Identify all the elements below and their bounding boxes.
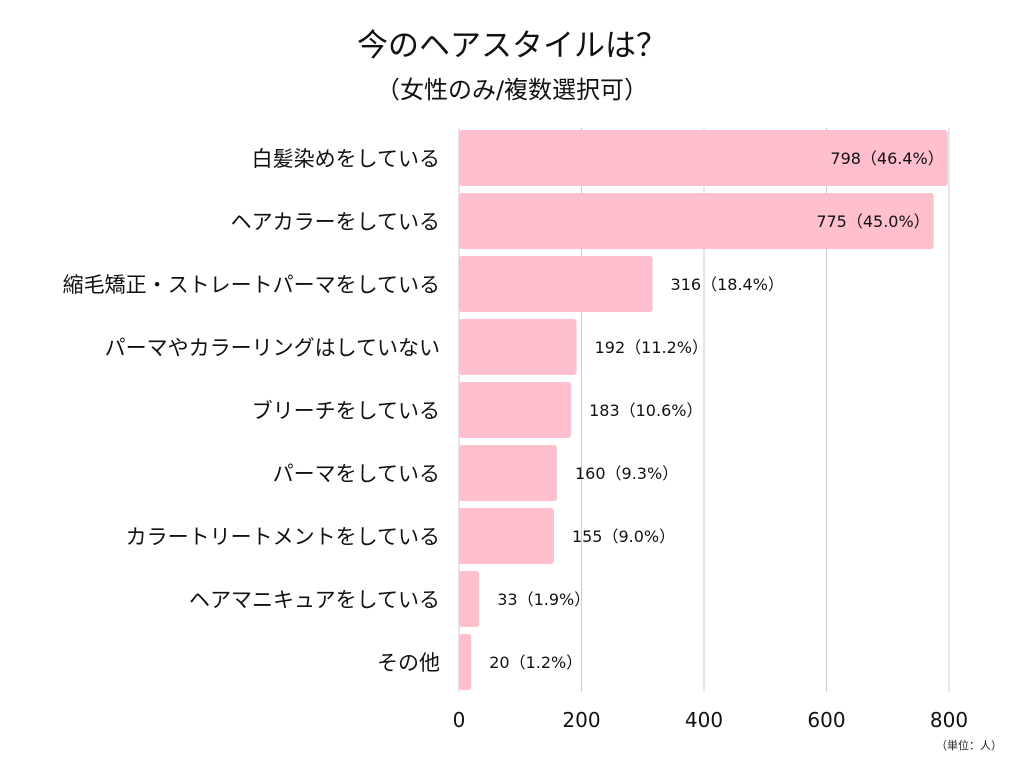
data-label: 160（9.3%） — [575, 464, 678, 483]
category-label: ブリーチをしている — [252, 399, 440, 423]
bar — [459, 193, 934, 249]
category-label: その他 — [377, 651, 440, 675]
x-tick-label: 0 — [453, 708, 466, 732]
x-tick-label: 800 — [930, 708, 968, 732]
bar — [459, 256, 653, 312]
bars — [459, 130, 948, 690]
data-label: 798（46.4%） — [830, 149, 943, 168]
data-label: 33（1.9%） — [497, 590, 590, 609]
unit-note: （単位：人） — [936, 739, 1002, 752]
category-label: ヘアカラーをしている — [231, 210, 440, 234]
data-label: 155（9.0%） — [572, 527, 675, 546]
bar — [459, 508, 554, 564]
chart-subtitle: （女性のみ/複数選択可） — [375, 76, 649, 104]
x-tick-label: 200 — [562, 708, 600, 732]
category-label: ヘアマニキュアをしている — [189, 588, 440, 612]
category-label: パーマをしている — [273, 462, 440, 486]
x-tick-label: 400 — [685, 708, 723, 732]
x-tick-label: 600 — [807, 708, 845, 732]
data-label: 192（11.2%） — [595, 338, 708, 357]
data-label: 20（1.2%） — [489, 653, 582, 672]
bar — [459, 130, 948, 186]
bar — [459, 634, 472, 690]
data-label: 316（18.4%） — [671, 275, 784, 294]
category-label: 白髪染めをしている — [252, 147, 440, 171]
data-label: 775（45.0%） — [816, 212, 929, 231]
category-label: 縮毛矯正・ストレートパーマをしている — [63, 273, 440, 297]
category-labels: 白髪染めをしているヘアカラーをしている縮毛矯正・ストレートパーマをしているパーマ… — [63, 147, 440, 675]
data-label: 183（10.6%） — [589, 401, 702, 420]
bar — [459, 382, 572, 438]
category-label: パーマやカラーリングはしていない — [105, 336, 440, 360]
data-labels: 798（46.4%） 775（45.0%） 316（18.4%） 192（11.2%）… — [489, 149, 944, 672]
bar — [459, 571, 480, 627]
bar — [459, 319, 577, 375]
category-label: カラートリートメントをしている — [126, 525, 440, 549]
x-axis-ticks: 0 200 400 600 800 — [453, 708, 968, 732]
bar — [459, 445, 557, 501]
chart-title: 今のヘアスタイルは？ — [357, 28, 667, 64]
